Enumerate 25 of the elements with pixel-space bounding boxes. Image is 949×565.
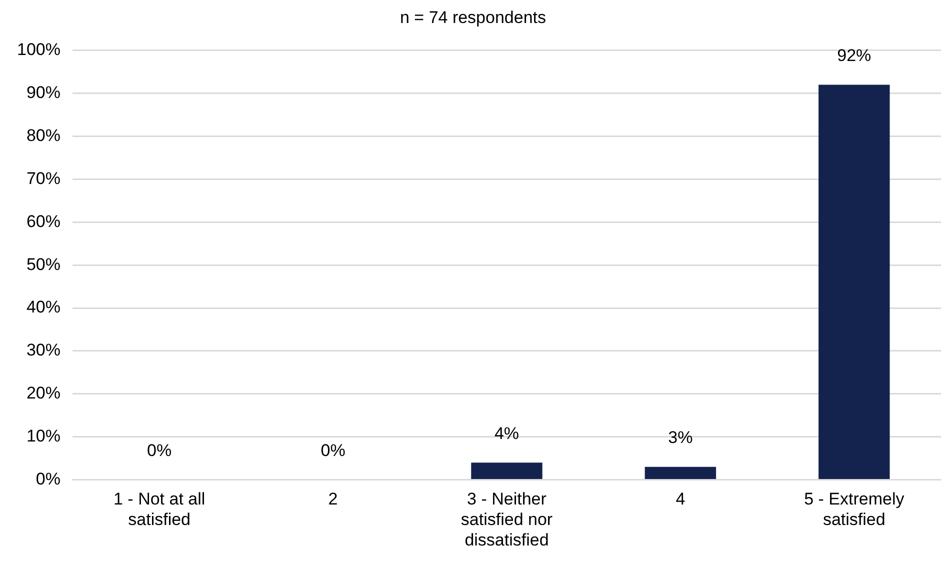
bar [818, 84, 890, 480]
y-tick-label: 70% [26, 168, 60, 188]
data-label: 4% [494, 424, 520, 443]
chart-title: n = 74 respondents [400, 8, 546, 27]
bar [471, 462, 542, 480]
y-tick-label: 50% [26, 254, 60, 274]
data-label: 0% [147, 440, 172, 460]
data-label: 0% [320, 440, 346, 460]
y-tick-label: 30% [26, 340, 60, 360]
data-label: 3% [668, 428, 693, 448]
y-tick-label: 60% [26, 212, 60, 231]
y-tick-label: 90% [26, 83, 60, 102]
data-label: 92% [837, 46, 872, 65]
x-tick-label: 3 - Neither satisfied nor dissatisfied [460, 490, 553, 550]
y-tick-label: 100% [16, 40, 60, 60]
bar [644, 466, 716, 480]
y-tick-label: 20% [26, 384, 60, 403]
x-tick-label: 2 [328, 490, 338, 509]
y-tick-label: 40% [26, 298, 60, 317]
x-tick-label: 5 - Extremely satisfied [804, 490, 905, 530]
x-tick-label: 1 - Not at all satisfied [114, 490, 206, 530]
x-tick-label: 4 [676, 490, 686, 509]
y-tick-label: 80% [26, 126, 60, 145]
y-tick-label: 10% [26, 426, 60, 446]
y-tick-label: 0% [36, 469, 60, 488]
